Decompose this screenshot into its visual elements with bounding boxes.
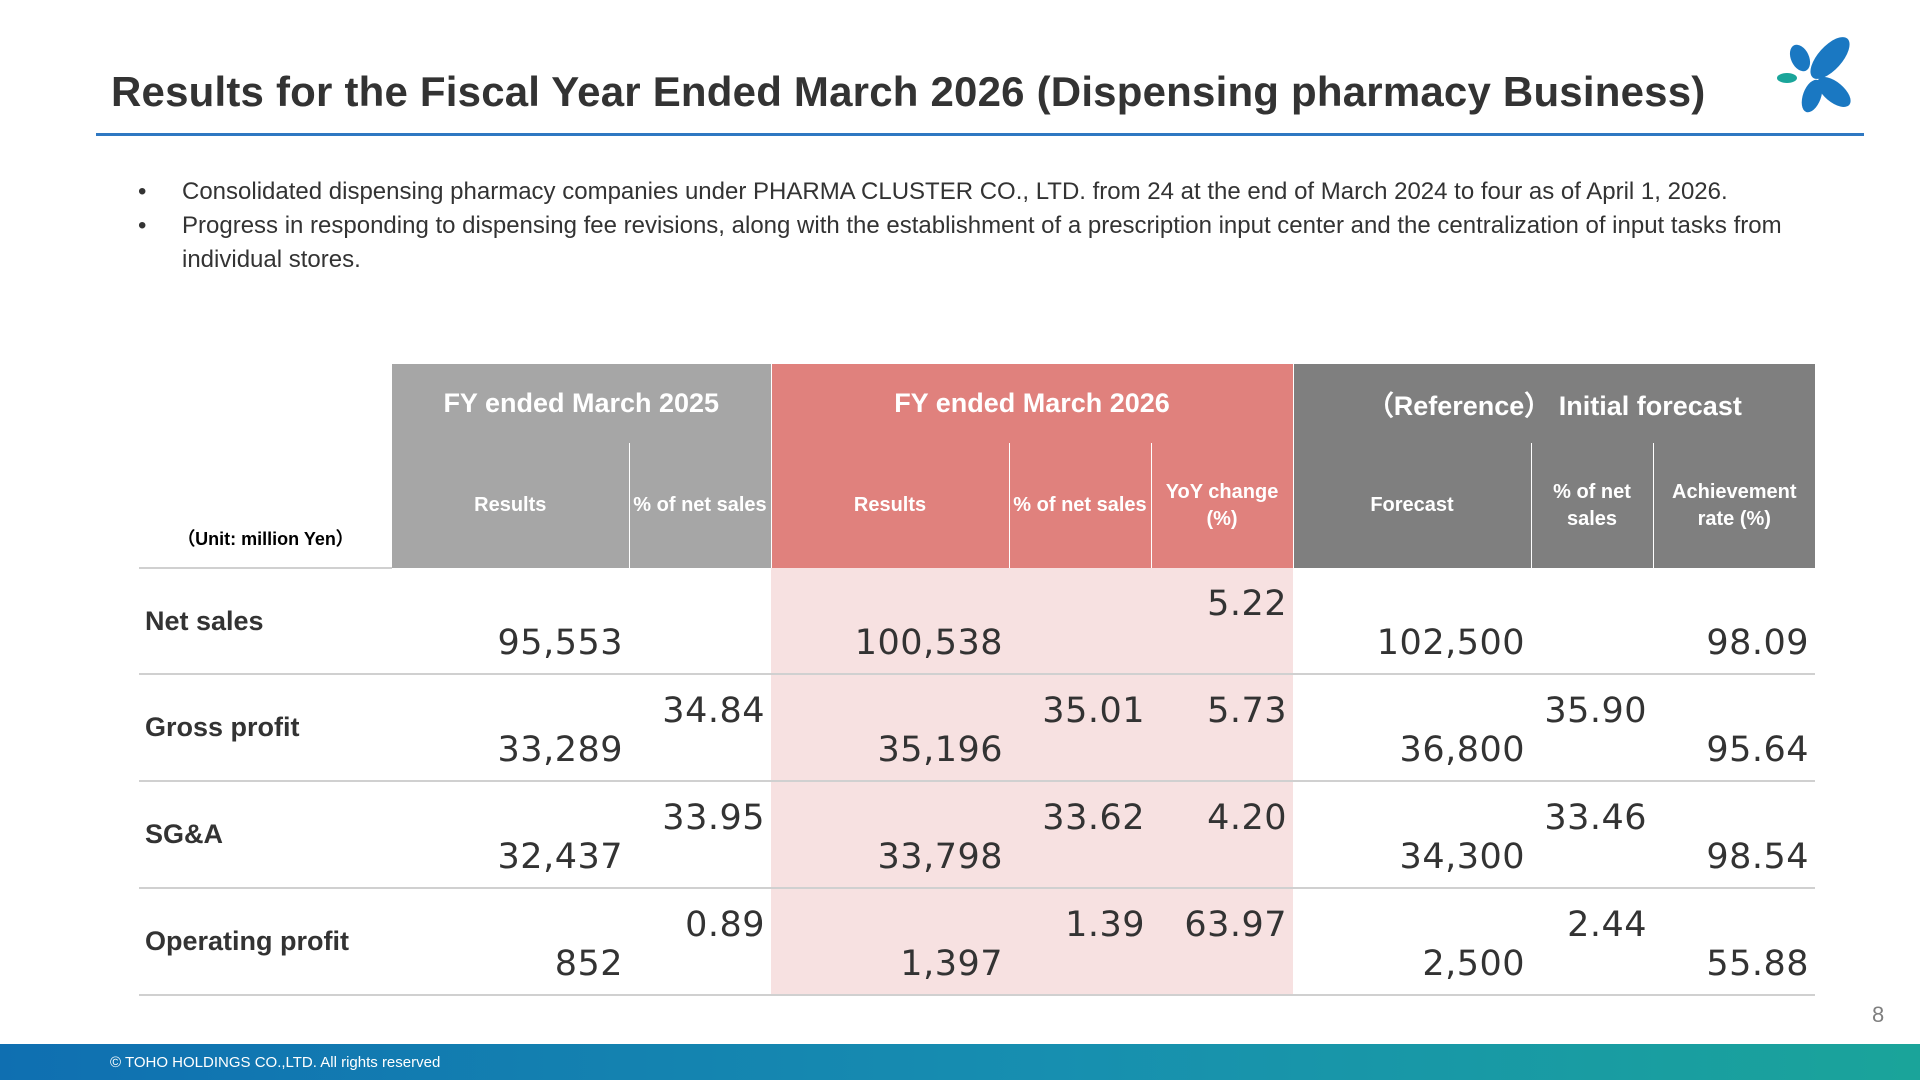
table-row: Net sales 95,553 100,538 5.22 102,500 98… bbox=[139, 568, 1816, 675]
group-header-fy2025: FY ended March 2025 bbox=[392, 364, 772, 443]
cell-ref-achievement: 98.54 bbox=[1653, 781, 1816, 889]
bullet-dot: • bbox=[138, 212, 147, 239]
col-header-ref-pct: % of net sales bbox=[1531, 443, 1654, 568]
cell-fy2026-yoy: 5.22 bbox=[1151, 568, 1294, 675]
cell-fy2025-pct: 34.84 bbox=[629, 674, 771, 782]
cell-ref-achievement: 95.64 bbox=[1653, 674, 1816, 782]
cell-fy2026-results: 100,538 bbox=[771, 568, 1009, 675]
results-table: （Unit: million Yen） FY ended March 2025 … bbox=[139, 364, 1816, 996]
cell-ref-forecast: 36,800 bbox=[1293, 674, 1532, 782]
four-petal-flower-logo-icon bbox=[1777, 37, 1851, 113]
bullet-text: Consolidated dispensing pharmacy compani… bbox=[182, 178, 1728, 205]
cell-ref-achievement: 98.09 bbox=[1653, 568, 1816, 675]
footer-bar: © TOHO HOLDINGS CO.,LTD. All rights rese… bbox=[0, 1044, 1920, 1080]
col-header-fy2026-yoy: YoY change (%) bbox=[1151, 443, 1294, 568]
cell-fy2025-pct bbox=[629, 568, 771, 675]
cell-fy2026-pct: 35.01 bbox=[1009, 674, 1151, 782]
page-number: 8 bbox=[1872, 1002, 1885, 1027]
col-header-fy2025-pct: % of net sales bbox=[629, 443, 772, 568]
unit-label: （Unit: million Yen） bbox=[139, 364, 392, 569]
col-header-ref-forecast: Forecast bbox=[1293, 443, 1532, 568]
col-header-fy2026-pct: % of net sales bbox=[1009, 443, 1152, 568]
group-header-fy2026: FY ended March 2026 bbox=[771, 364, 1294, 443]
cell-ref-pct: 33.46 bbox=[1531, 781, 1654, 889]
column-header-row: Results % of net sales Results % of net … bbox=[139, 443, 1816, 568]
bullet-text: Progress in responding to dispensing fee… bbox=[182, 212, 1782, 273]
col-header-ref-achievement: Achievement rate (%) bbox=[1653, 443, 1816, 568]
row-label: Net sales bbox=[139, 568, 392, 675]
bullet-item: • Progress in responding to dispensing f… bbox=[138, 209, 1818, 277]
cell-fy2026-pct bbox=[1009, 568, 1151, 675]
group-header-row: （Unit: million Yen） FY ended March 2025 … bbox=[139, 364, 1816, 569]
group-header-reference: （Reference） Initial forecast bbox=[1293, 364, 1816, 443]
row-label: SG&A bbox=[139, 781, 392, 889]
cell-fy2026-yoy: 63.97 bbox=[1151, 888, 1294, 996]
cell-fy2026-yoy: 4.20 bbox=[1151, 781, 1294, 889]
cell-fy2025-results: 32,437 bbox=[392, 781, 629, 889]
cell-fy2025-results: 852 bbox=[392, 888, 629, 996]
cell-fy2026-yoy: 5.73 bbox=[1151, 674, 1294, 782]
cell-ref-pct bbox=[1531, 568, 1654, 675]
cell-ref-pct: 35.90 bbox=[1531, 674, 1654, 782]
cell-ref-forecast: 102,500 bbox=[1293, 568, 1532, 675]
table-row: Gross profit 33,289 34.84 35,196 35.01 5… bbox=[139, 674, 1816, 782]
cell-fy2026-results: 35,196 bbox=[771, 674, 1009, 782]
summary-bullets: • Consolidated dispensing pharmacy compa… bbox=[138, 175, 1818, 277]
row-label: Gross profit bbox=[139, 674, 392, 782]
cell-ref-forecast: 2,500 bbox=[1293, 888, 1532, 996]
cell-fy2026-results: 1,397 bbox=[771, 888, 1009, 996]
col-header-fy2026-results: Results bbox=[771, 443, 1010, 568]
cell-ref-achievement: 55.88 bbox=[1653, 888, 1816, 996]
bullet-dot: • bbox=[138, 178, 147, 205]
title-underline bbox=[96, 133, 1864, 136]
cell-fy2025-results: 33,289 bbox=[392, 674, 629, 782]
cell-fy2026-pct: 1.39 bbox=[1009, 888, 1151, 996]
cell-ref-pct: 2.44 bbox=[1531, 888, 1654, 996]
col-header-fy2025-results: Results bbox=[392, 443, 630, 568]
page-title: Results for the Fiscal Year Ended March … bbox=[111, 68, 1706, 115]
cell-fy2025-pct: 0.89 bbox=[629, 888, 771, 996]
cell-fy2025-results: 95,553 bbox=[392, 568, 629, 675]
copyright-text: © TOHO HOLDINGS CO.,LTD. All rights rese… bbox=[110, 1054, 441, 1071]
bullet-item: • Consolidated dispensing pharmacy compa… bbox=[138, 175, 1818, 209]
cell-ref-forecast: 34,300 bbox=[1293, 781, 1532, 889]
table-row: SG&A 32,437 33.95 33,798 33.62 4.20 34,3… bbox=[139, 781, 1816, 889]
cell-fy2025-pct: 33.95 bbox=[629, 781, 771, 889]
cell-fy2026-results: 33,798 bbox=[771, 781, 1009, 889]
cell-fy2026-pct: 33.62 bbox=[1009, 781, 1151, 889]
table-row: Operating profit 852 0.89 1,397 1.39 63.… bbox=[139, 888, 1816, 996]
row-label: Operating profit bbox=[139, 888, 392, 996]
